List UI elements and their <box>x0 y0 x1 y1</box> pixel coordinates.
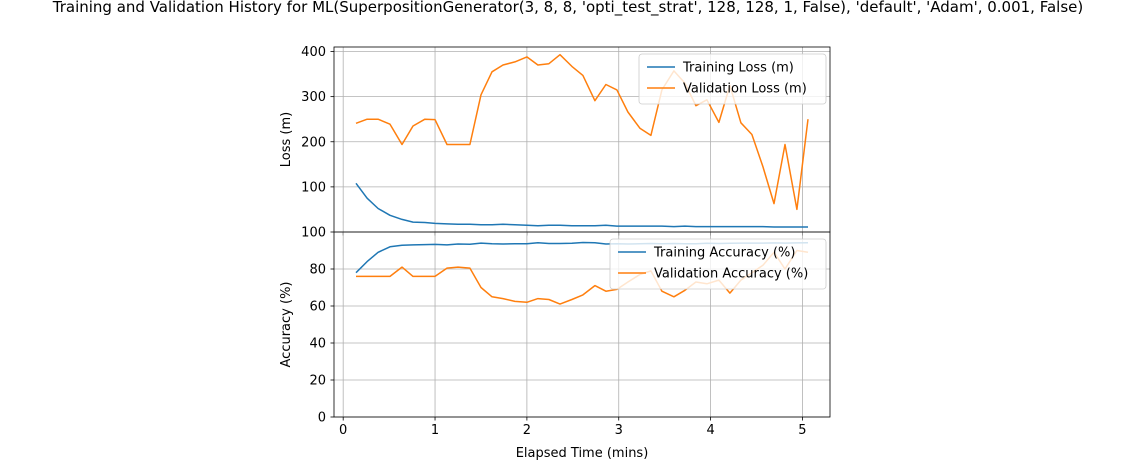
accuracy-xtick-label: 4 <box>706 423 714 438</box>
loss-legend-box <box>638 53 827 105</box>
accuracy-ytick-label: 100 <box>301 226 326 241</box>
accuracy-legend-box <box>609 238 827 290</box>
accuracy-ylabel: Accuracy (%) <box>279 282 294 368</box>
loss-ylabel: Loss (m) <box>279 112 294 167</box>
accuracy-panel: 0 20 40 60 80 100 0 1 2 3 4 5 Accuracy (%) Elapsed Ti… <box>279 226 831 460</box>
loss-ytick-label: 200 <box>301 135 326 150</box>
accuracy-xtick-label: 2 <box>523 423 531 438</box>
loss-legend-label-validation: Validation Loss (m) <box>683 82 807 97</box>
accuracy-xlabel: Elapsed Time (mins) <box>516 446 649 460</box>
loss-ytick-label: 400 <box>301 45 326 60</box>
accuracy-ytick-label: 20 <box>309 374 326 389</box>
accuracy-ytick-label: 60 <box>309 300 326 315</box>
accuracy-xtick-label: 1 <box>431 423 439 438</box>
accuracy-ytick-label: 80 <box>309 263 326 278</box>
accuracy-legend-label-training: Training Accuracy (%) <box>653 246 795 261</box>
loss-ytick-label: 100 <box>301 180 326 195</box>
accuracy-xtick-label: 0 <box>339 423 347 438</box>
loss-series-training-line <box>355 182 808 228</box>
loss-legend-label-training: Training Loss (m) <box>682 61 794 76</box>
accuracy-axes-frame <box>333 231 831 418</box>
accuracy-xtick-label: 3 <box>615 423 623 438</box>
accuracy-ytick-label: 0 <box>318 411 326 426</box>
accuracy-ytick-label: 40 <box>309 337 326 352</box>
loss-panel: 100 200 300 400 Loss (m) Training Loss (m) Val… <box>279 45 831 236</box>
accuracy-legend-label-validation: Validation Accuracy (%) <box>654 267 808 282</box>
loss-ytick-label: 300 <box>301 90 326 105</box>
figure-title: Training and Validation History for ML(S… <box>52 0 1083 17</box>
accuracy-xtick-label: 5 <box>798 423 806 438</box>
